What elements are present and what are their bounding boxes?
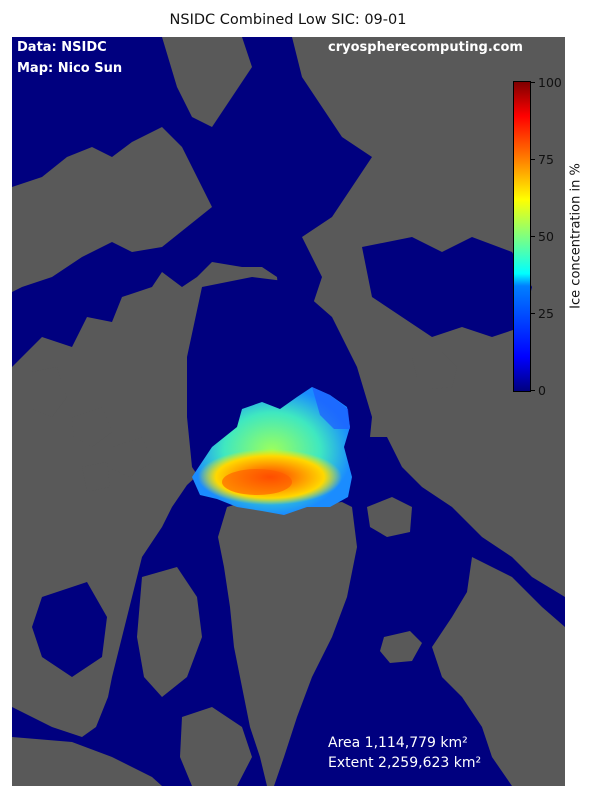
land-greenland	[218, 492, 357, 786]
data-credit: Data: NSIDC	[17, 40, 107, 55]
sea-ice-field	[192, 387, 352, 515]
area-stat: Area 1,114,779 km²	[328, 735, 468, 751]
stats-box: Area 1,114,779 km² Extent 2,259,623 km²	[328, 733, 481, 773]
colorbar-tick	[530, 82, 535, 83]
extent-stat: Extent 2,259,623 km²	[328, 755, 482, 771]
land-islands-west	[32, 367, 152, 492]
land-alaska	[12, 127, 212, 292]
land-labrador	[180, 707, 252, 786]
colorbar-tick-label: 75	[538, 152, 554, 167]
land-scandinavia	[432, 557, 565, 786]
ocean-east-siberian	[362, 237, 532, 337]
land-iceland	[380, 631, 422, 663]
chart-title: NSIDC Combined Low SIC: 09-01	[169, 12, 407, 28]
land-svalbard	[367, 497, 412, 537]
land-bottom-left	[12, 737, 162, 786]
colorbar-tick	[530, 159, 535, 160]
colorbar-tick	[530, 313, 535, 314]
ocean-hudson-bay	[32, 582, 107, 677]
colorbar	[513, 81, 531, 392]
colorbar-tick-label: 25	[538, 306, 554, 321]
land-baffin	[137, 567, 202, 697]
land-severnaya	[412, 352, 457, 389]
colorbar-tick-label: 100	[538, 75, 562, 90]
map-credit: Map: Nico Sun	[17, 61, 123, 76]
sea-ice-map	[12, 37, 565, 786]
colorbar-tick-label: 0	[538, 383, 546, 398]
land-alaska-peninsula	[162, 37, 252, 127]
colorbar-tick	[530, 236, 535, 237]
colorbar-label: Ice concentration in %	[568, 163, 584, 309]
site-credit: cryospherecomputing.com	[328, 40, 523, 55]
colorbar-tick	[530, 390, 535, 391]
colorbar-tick-label: 50	[538, 229, 554, 244]
